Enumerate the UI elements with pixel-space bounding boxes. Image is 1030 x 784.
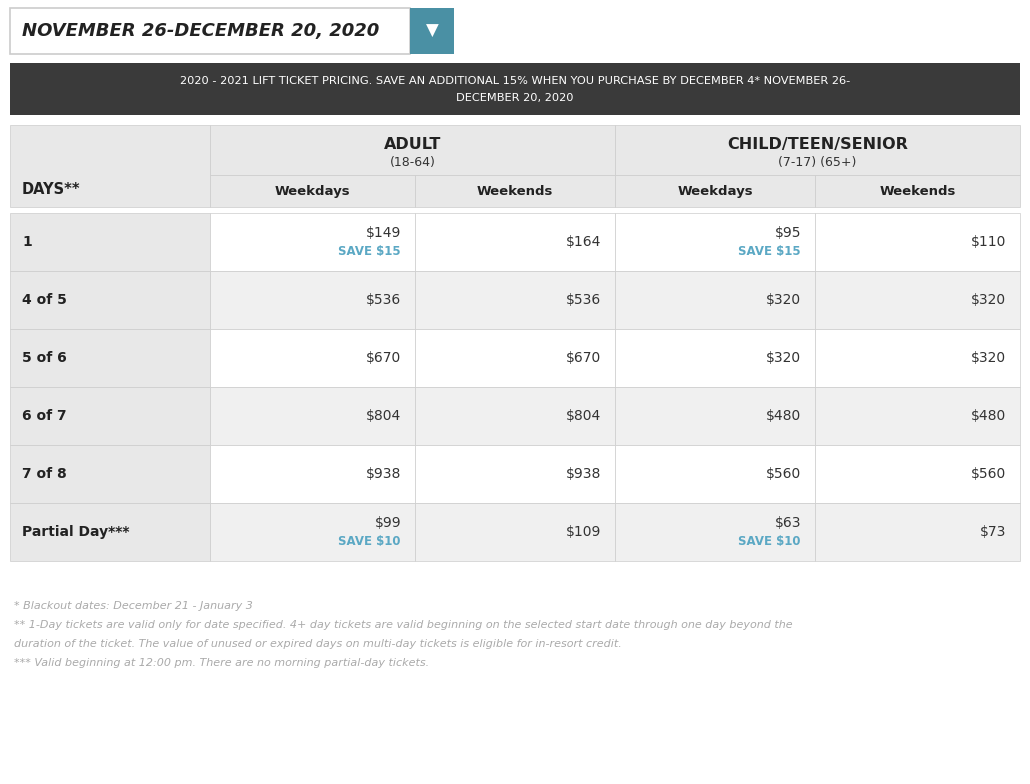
FancyBboxPatch shape bbox=[210, 175, 415, 207]
FancyBboxPatch shape bbox=[815, 271, 1020, 329]
Text: 5 of 6: 5 of 6 bbox=[22, 351, 67, 365]
FancyBboxPatch shape bbox=[10, 445, 210, 503]
Text: $536: $536 bbox=[366, 293, 401, 307]
Text: $99: $99 bbox=[374, 516, 401, 530]
Text: SAVE $15: SAVE $15 bbox=[739, 245, 801, 257]
FancyBboxPatch shape bbox=[10, 125, 210, 207]
FancyBboxPatch shape bbox=[615, 271, 815, 329]
FancyBboxPatch shape bbox=[815, 445, 1020, 503]
Text: 6 of 7: 6 of 7 bbox=[22, 409, 67, 423]
Text: SAVE $10: SAVE $10 bbox=[339, 535, 401, 547]
FancyBboxPatch shape bbox=[210, 329, 415, 387]
FancyBboxPatch shape bbox=[210, 125, 615, 175]
Text: $536: $536 bbox=[565, 293, 600, 307]
Text: $109: $109 bbox=[565, 525, 600, 539]
Text: $164: $164 bbox=[565, 235, 600, 249]
FancyBboxPatch shape bbox=[10, 63, 1020, 115]
Text: $670: $670 bbox=[366, 351, 401, 365]
Text: $95: $95 bbox=[775, 226, 801, 240]
Text: $560: $560 bbox=[765, 467, 801, 481]
FancyBboxPatch shape bbox=[815, 175, 1020, 207]
Text: 4 of 5: 4 of 5 bbox=[22, 293, 67, 307]
FancyBboxPatch shape bbox=[615, 503, 815, 561]
FancyBboxPatch shape bbox=[210, 503, 415, 561]
Text: $804: $804 bbox=[366, 409, 401, 423]
Text: $320: $320 bbox=[971, 351, 1006, 365]
Text: ** 1-Day tickets are valid only for date specified. 4+ day tickets are valid beg: ** 1-Day tickets are valid only for date… bbox=[14, 620, 793, 630]
Text: * Blackout dates: December 21 - January 3: * Blackout dates: December 21 - January … bbox=[14, 601, 253, 611]
FancyBboxPatch shape bbox=[10, 8, 410, 54]
FancyBboxPatch shape bbox=[615, 175, 815, 207]
Text: duration of the ticket. The value of unused or expired days on multi-day tickets: duration of the ticket. The value of unu… bbox=[14, 639, 622, 649]
Text: DECEMBER 20, 2020: DECEMBER 20, 2020 bbox=[456, 93, 574, 103]
FancyBboxPatch shape bbox=[415, 329, 615, 387]
Text: SAVE $10: SAVE $10 bbox=[739, 535, 801, 547]
Text: 7 of 8: 7 of 8 bbox=[22, 467, 67, 481]
Text: *** Valid beginning at 12:00 pm. There are no morning partial-day tickets.: *** Valid beginning at 12:00 pm. There a… bbox=[14, 658, 430, 668]
FancyBboxPatch shape bbox=[815, 503, 1020, 561]
FancyBboxPatch shape bbox=[10, 387, 210, 445]
FancyBboxPatch shape bbox=[10, 213, 210, 271]
FancyBboxPatch shape bbox=[415, 213, 615, 271]
FancyBboxPatch shape bbox=[10, 503, 210, 561]
Text: $73: $73 bbox=[980, 525, 1006, 539]
FancyBboxPatch shape bbox=[815, 387, 1020, 445]
FancyBboxPatch shape bbox=[615, 445, 815, 503]
Text: $480: $480 bbox=[970, 409, 1006, 423]
Text: $320: $320 bbox=[766, 293, 801, 307]
Text: $560: $560 bbox=[970, 467, 1006, 481]
Text: Weekdays: Weekdays bbox=[677, 184, 753, 198]
Text: $804: $804 bbox=[565, 409, 600, 423]
FancyBboxPatch shape bbox=[10, 329, 210, 387]
FancyBboxPatch shape bbox=[210, 387, 415, 445]
Text: DAYS**: DAYS** bbox=[22, 182, 80, 197]
FancyBboxPatch shape bbox=[415, 445, 615, 503]
Text: 1: 1 bbox=[22, 235, 32, 249]
Text: (18-64): (18-64) bbox=[389, 155, 436, 169]
Text: ADULT: ADULT bbox=[384, 136, 441, 151]
Text: Partial Day***: Partial Day*** bbox=[22, 525, 130, 539]
Text: $480: $480 bbox=[765, 409, 801, 423]
FancyBboxPatch shape bbox=[410, 8, 454, 54]
FancyBboxPatch shape bbox=[415, 387, 615, 445]
Text: ▼: ▼ bbox=[425, 22, 439, 40]
Text: NOVEMBER 26-DECEMBER 20, 2020: NOVEMBER 26-DECEMBER 20, 2020 bbox=[22, 22, 379, 40]
Text: $320: $320 bbox=[971, 293, 1006, 307]
Text: $670: $670 bbox=[565, 351, 600, 365]
Text: $110: $110 bbox=[970, 235, 1006, 249]
Text: $938: $938 bbox=[366, 467, 401, 481]
Text: Weekdays: Weekdays bbox=[275, 184, 350, 198]
FancyBboxPatch shape bbox=[210, 445, 415, 503]
Text: $149: $149 bbox=[366, 226, 401, 240]
FancyBboxPatch shape bbox=[615, 329, 815, 387]
FancyBboxPatch shape bbox=[415, 503, 615, 561]
FancyBboxPatch shape bbox=[815, 329, 1020, 387]
Text: CHILD/TEEN/SENIOR: CHILD/TEEN/SENIOR bbox=[727, 136, 907, 151]
Text: Weekends: Weekends bbox=[477, 184, 553, 198]
Text: $938: $938 bbox=[565, 467, 600, 481]
FancyBboxPatch shape bbox=[210, 213, 415, 271]
FancyBboxPatch shape bbox=[815, 213, 1020, 271]
Text: Weekends: Weekends bbox=[880, 184, 956, 198]
Text: 2020 - 2021 LIFT TICKET PRICING. SAVE AN ADDITIONAL 15% WHEN YOU PURCHASE BY DEC: 2020 - 2021 LIFT TICKET PRICING. SAVE AN… bbox=[180, 76, 850, 86]
FancyBboxPatch shape bbox=[415, 271, 615, 329]
FancyBboxPatch shape bbox=[615, 213, 815, 271]
FancyBboxPatch shape bbox=[415, 175, 615, 207]
Text: $63: $63 bbox=[775, 516, 801, 530]
Text: SAVE $15: SAVE $15 bbox=[339, 245, 401, 257]
Text: $320: $320 bbox=[766, 351, 801, 365]
FancyBboxPatch shape bbox=[210, 271, 415, 329]
Text: (7-17) (65+): (7-17) (65+) bbox=[779, 155, 857, 169]
FancyBboxPatch shape bbox=[615, 387, 815, 445]
FancyBboxPatch shape bbox=[10, 271, 210, 329]
FancyBboxPatch shape bbox=[615, 125, 1020, 175]
